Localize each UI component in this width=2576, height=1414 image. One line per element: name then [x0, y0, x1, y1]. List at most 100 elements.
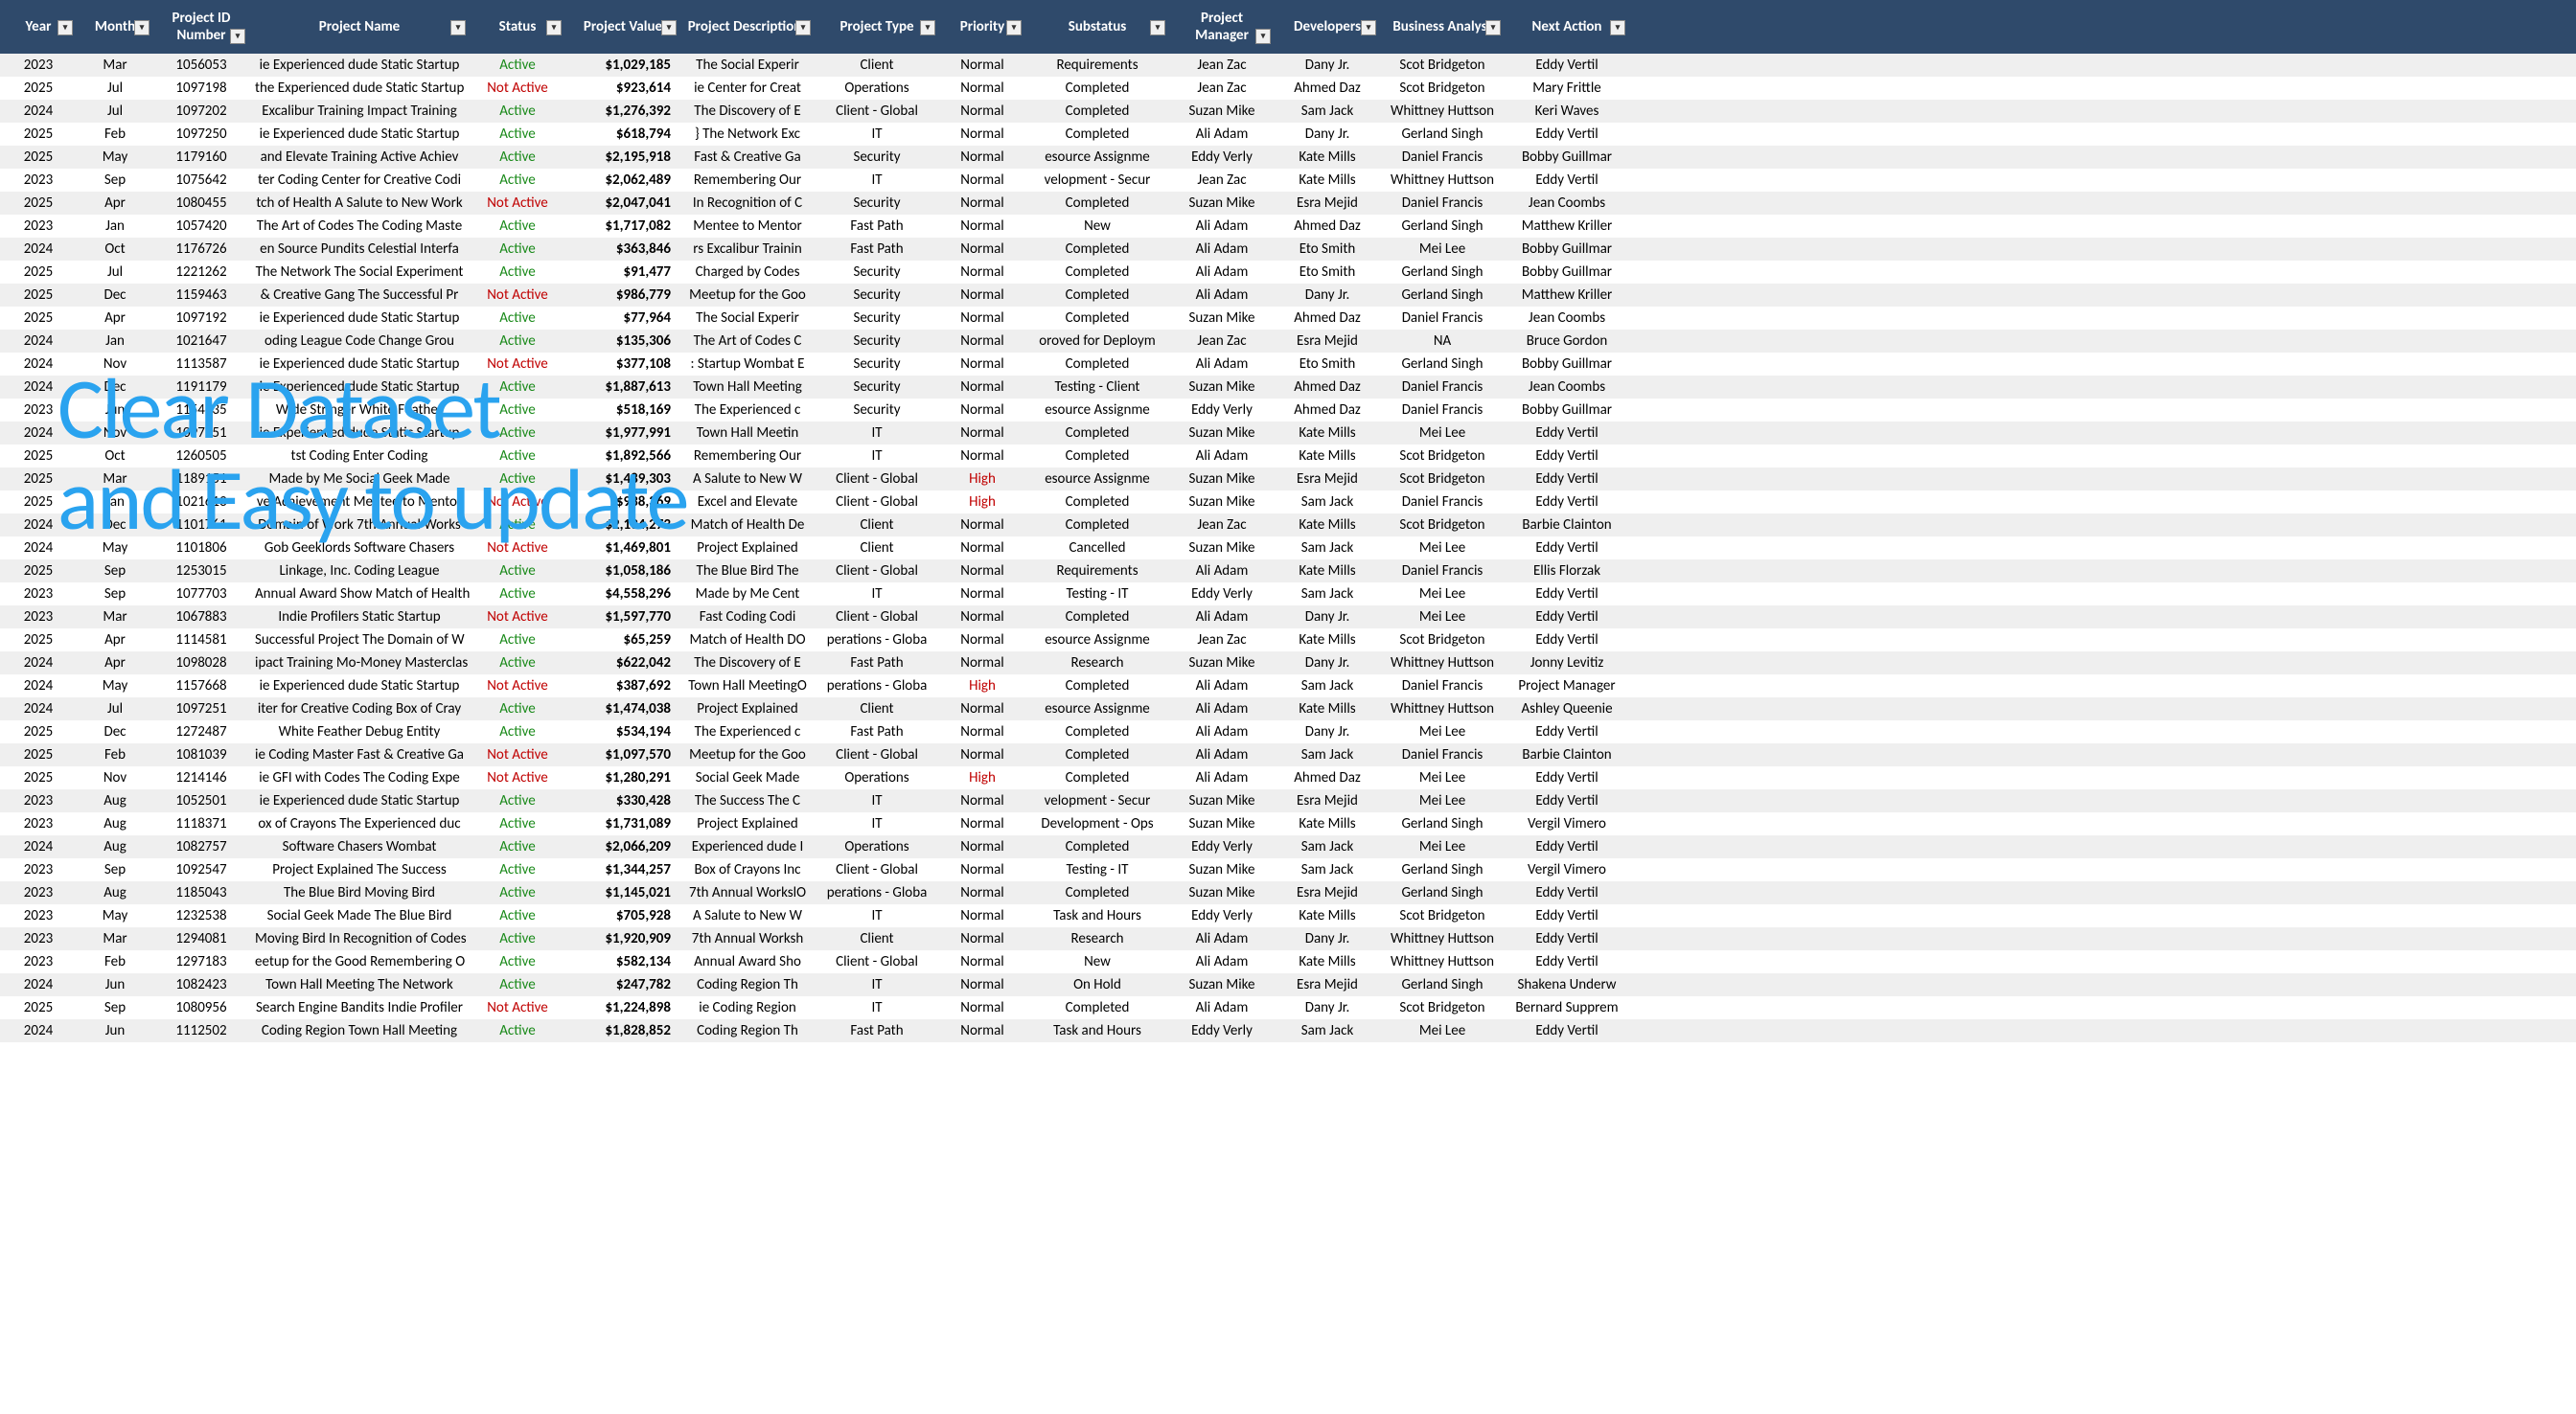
- filter-dropdown-icon[interactable]: ▾: [1006, 20, 1022, 35]
- table-row[interactable]: 2025Dec1159463& Creative Gang The Succes…: [0, 284, 2576, 307]
- filter-dropdown-icon[interactable]: ▾: [920, 20, 935, 35]
- table-row[interactable]: 2025Jul1097198the Experienced dude Stati…: [0, 77, 2576, 100]
- table-row[interactable]: 2024Dec1101761Domain of Work 7th Annual …: [0, 513, 2576, 536]
- table-row[interactable]: 2024May1101806Gob Geeklords Software Cha…: [0, 536, 2576, 559]
- table-row[interactable]: 2023Mar1067883Indie Profilers Static Sta…: [0, 605, 2576, 628]
- table-row[interactable]: 2025Feb1097250ie Experienced dude Static…: [0, 123, 2576, 146]
- column-header-next[interactable]: Next Action▾: [1505, 14, 1629, 39]
- table-row[interactable]: 2024Jan1021647oding League Code Change G…: [0, 330, 2576, 353]
- cell-next: Vergil Vimero: [1505, 815, 1629, 832]
- cell-type: Client - Global: [815, 861, 939, 878]
- cell-value: $387,692: [565, 677, 680, 695]
- table-row[interactable]: 2023Sep1075642ter Coding Center for Crea…: [0, 169, 2576, 192]
- column-header-value[interactable]: Project Value▾: [565, 14, 680, 39]
- cell-year: 2025: [0, 447, 77, 465]
- cell-next: Ellis Florzak: [1505, 562, 1629, 580]
- cell-ba: Gerland Singh: [1380, 263, 1505, 281]
- table-row[interactable]: 2023Jun1154635Wide Stringer White Feathe…: [0, 399, 2576, 422]
- table-row[interactable]: 2023Aug1185043The Blue Bird Moving BirdA…: [0, 881, 2576, 904]
- cell-priority: Normal: [939, 309, 1025, 327]
- table-row[interactable]: 2023Jan1057420The Art of Codes The Codin…: [0, 215, 2576, 238]
- table-row[interactable]: 2023Mar1294081Moving Bird In Recognition…: [0, 927, 2576, 950]
- column-header-priority[interactable]: Priority▾: [939, 14, 1025, 39]
- cell-month: Feb: [77, 746, 153, 764]
- filter-dropdown-icon[interactable]: ▾: [1361, 20, 1376, 35]
- cell-pid: 1221262: [153, 263, 249, 281]
- cell-name: The Art of Codes The Coding Maste: [249, 217, 470, 235]
- filter-dropdown-icon[interactable]: ▾: [450, 20, 466, 35]
- column-header-month[interactable]: Month▾: [77, 14, 153, 39]
- table-row[interactable]: 2025Jul1221262The Network The Social Exp…: [0, 261, 2576, 284]
- column-header-substatus[interactable]: Substatus▾: [1025, 14, 1169, 39]
- column-header-pid[interactable]: Project ID Number▾: [153, 6, 249, 48]
- table-row[interactable]: 2025Nov1214146ie GFI with Codes The Codi…: [0, 766, 2576, 789]
- filter-dropdown-icon[interactable]: ▾: [795, 20, 811, 35]
- table-row[interactable]: 2025Apr1097192ie Experienced dude Static…: [0, 307, 2576, 330]
- table-row[interactable]: 2024Jun1082423Town Hall Meeting The Netw…: [0, 973, 2576, 996]
- filter-dropdown-icon[interactable]: ▾: [230, 29, 245, 44]
- table-row[interactable]: 2023Feb1297183eetup for the Good Remembe…: [0, 950, 2576, 973]
- table-row[interactable]: 2025Apr1114581Successful Project The Dom…: [0, 628, 2576, 651]
- table-row[interactable]: 2024Apr1098028ipact Training Mo-Money Ma…: [0, 651, 2576, 674]
- cell-substatus: Research: [1025, 654, 1169, 672]
- table-row[interactable]: 2023Sep1092547Project Explained The Succ…: [0, 858, 2576, 881]
- filter-dropdown-icon[interactable]: ▾: [134, 20, 150, 35]
- cell-name: ipact Training Mo-Money Masterclas: [249, 654, 470, 672]
- filter-dropdown-icon[interactable]: ▾: [1255, 29, 1271, 44]
- filter-dropdown-icon[interactable]: ▾: [1485, 20, 1501, 35]
- table-row[interactable]: 2025Apr1080455tch of Health A Salute to …: [0, 192, 2576, 215]
- column-header-dev[interactable]: Developers▾: [1275, 14, 1380, 39]
- column-header-desc[interactable]: Project Descriptions▾: [680, 14, 815, 39]
- table-row[interactable]: 2024Nov1097151ie Experienced dude Static…: [0, 422, 2576, 445]
- cell-month: Jun: [77, 976, 153, 993]
- table-row[interactable]: 2024Aug1082757Software Chasers WombatAct…: [0, 835, 2576, 858]
- cell-value: $1,058,186: [565, 562, 680, 580]
- filter-dropdown-icon[interactable]: ▾: [546, 20, 562, 35]
- table-row[interactable]: 2024Oct1176726en Source Pundits Celestia…: [0, 238, 2576, 261]
- cell-name: Made by Me Social Geek Made: [249, 470, 470, 488]
- cell-desc: ie Coding Region: [680, 999, 815, 1016]
- table-row[interactable]: 2025Dec1272487White Feather Debug Entity…: [0, 720, 2576, 743]
- cell-month: Nov: [77, 769, 153, 787]
- table-row[interactable]: 2025Sep1080956Search Engine Bandits Indi…: [0, 996, 2576, 1019]
- cell-pm: Suzan Mike: [1169, 194, 1275, 212]
- cell-value: $2,062,489: [565, 171, 680, 189]
- table-row[interactable]: 2025May1179160and Elevate Training Activ…: [0, 146, 2576, 169]
- table-row[interactable]: 2024May1157668ie Experienced dude Static…: [0, 674, 2576, 697]
- table-row[interactable]: 2025Feb1081039ie Coding Master Fast & Cr…: [0, 743, 2576, 766]
- cell-desc: Experienced dude I: [680, 838, 815, 855]
- filter-dropdown-icon[interactable]: ▾: [661, 20, 677, 35]
- cell-month: Jan: [77, 217, 153, 235]
- table-row[interactable]: 2023Sep1077703Annual Award Show Match of…: [0, 582, 2576, 605]
- table-row[interactable]: 2025Oct1260505tst Coding Enter CodingAct…: [0, 445, 2576, 468]
- table-row[interactable]: 2025Sep1253015Linkage, Inc. Coding Leagu…: [0, 559, 2576, 582]
- column-header-pm[interactable]: Project Manager▾: [1169, 6, 1275, 48]
- cell-ba: Scot Bridgeton: [1380, 470, 1505, 488]
- cell-value: $135,306: [565, 332, 680, 350]
- cell-name: & Creative Gang The Successful Pr: [249, 286, 470, 304]
- column-header-ba[interactable]: Business Analyst▾: [1380, 14, 1505, 39]
- table-row[interactable]: 2024Jun1112502Coding Region Town Hall Me…: [0, 1019, 2576, 1042]
- column-header-year[interactable]: Year▾: [0, 14, 77, 39]
- table-row[interactable]: 2024Dec1191179ie Experienced dude Static…: [0, 376, 2576, 399]
- table-row[interactable]: 2023Aug1052501ie Experienced dude Static…: [0, 789, 2576, 812]
- table-row[interactable]: 2024Jul1097251iter for Creative Coding B…: [0, 697, 2576, 720]
- filter-dropdown-icon[interactable]: ▾: [58, 20, 73, 35]
- table-row[interactable]: 2024Nov1113587ie Experienced dude Static…: [0, 353, 2576, 376]
- cell-pm: Ali Adam: [1169, 769, 1275, 787]
- table-row[interactable]: 2023May1232538Social Geek Made The Blue …: [0, 904, 2576, 927]
- column-header-status[interactable]: Status▾: [470, 14, 565, 39]
- table-row[interactable]: 2024Jul1097202Excalibur Training Impact …: [0, 100, 2576, 123]
- table-row[interactable]: 2025Mar1189151Made by Me Social Geek Mad…: [0, 468, 2576, 490]
- filter-dropdown-icon[interactable]: ▾: [1610, 20, 1625, 35]
- column-header-type[interactable]: Project Type▾: [815, 14, 939, 39]
- cell-value: $2,195,918: [565, 148, 680, 166]
- cell-name: Linkage, Inc. Coding League: [249, 562, 470, 580]
- table-row[interactable]: 2023Aug1118371ox of Crayons The Experien…: [0, 812, 2576, 835]
- cell-value: $938,369: [565, 493, 680, 511]
- table-row[interactable]: 2023Mar1056053ie Experienced dude Static…: [0, 54, 2576, 77]
- column-header-name[interactable]: Project Name▾: [249, 14, 470, 39]
- filter-dropdown-icon[interactable]: ▾: [1150, 20, 1165, 35]
- table-row[interactable]: 2025Jan1021613ve Achievement Mentee to M…: [0, 490, 2576, 513]
- cell-priority: Normal: [939, 80, 1025, 97]
